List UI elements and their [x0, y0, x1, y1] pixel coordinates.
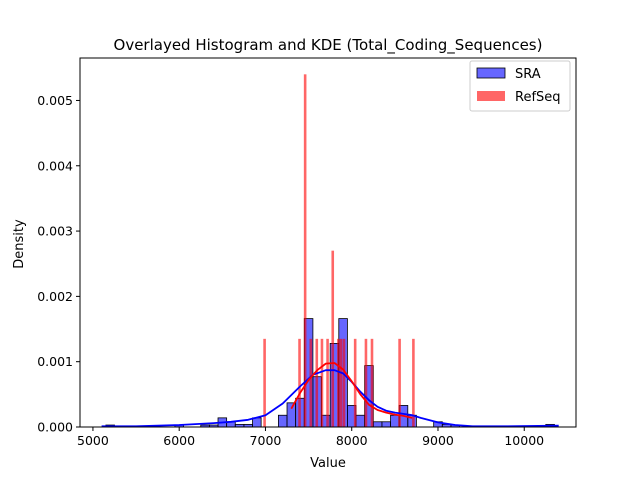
sra-histogram-bar-21: [381, 421, 391, 428]
refseq-histogram-bar-0: [263, 338, 266, 427]
refseq-histogram-bar-6: [326, 338, 329, 427]
axes: 5000 6000 7000 8000 9000 10000 0.000 0.001 0.002…: [37, 57, 577, 448]
refseq-histogram-bar-3: [309, 338, 313, 427]
sra-histogram-bar-10: [286, 402, 297, 428]
legend-label-sra: SRA: [515, 67, 541, 82]
refseq-histogram-bar-1: [298, 338, 301, 427]
y-tick-label-3: 0.003: [37, 224, 73, 239]
refseq-histogram-bar-13: [370, 338, 374, 427]
refseq-kde-curve: [290, 362, 413, 419]
y-tick-label-0: 0.000: [37, 420, 73, 435]
refseq-histogram-bar-15: [412, 338, 415, 427]
refseq-histogram-bar-12: [364, 338, 368, 427]
refseq-histogram-bar-14: [398, 338, 401, 427]
sra-histogram-bar-20: [372, 421, 383, 428]
x-tick-label-0: 5000: [77, 433, 109, 448]
refseq-histogram-bar-11: [353, 338, 357, 427]
legend-swatch-sra: [476, 67, 506, 79]
refseq-histogram-bar-10: [342, 338, 346, 427]
x-tick-label-3: 8000: [336, 433, 368, 448]
refseq-histogram-bar-5: [320, 338, 324, 427]
x-tick-label-1: 6000: [163, 433, 195, 448]
sra-histogram-bar-18: [355, 414, 366, 428]
y-tick-label-4: 0.004: [37, 158, 73, 173]
legend: SRA RefSeq: [469, 60, 571, 112]
sra-histogram-bar-9: [277, 414, 288, 428]
y-tick-label-1: 0.001: [37, 354, 73, 369]
refseq-histogram-bar-4: [315, 338, 319, 427]
refseq-histogram-bar-9: [339, 338, 343, 427]
refseq-histogram-bar-2: [303, 74, 307, 428]
axes-frame: [79, 57, 577, 428]
legend-label-refseq: RefSeq: [515, 90, 561, 105]
chart-title: Overlayed Histogram and KDE (Total_Codin…: [114, 36, 543, 55]
x-tick-label-2: 7000: [250, 433, 282, 448]
x-tick-label-5: 10000: [504, 433, 544, 448]
refseq-histogram-bar-8: [337, 338, 340, 427]
x-tick-label-4: 9000: [422, 433, 454, 448]
legend-swatch-refseq: [477, 91, 505, 101]
y-tick-label-2: 0.002: [37, 289, 73, 304]
y-axis-label: Density: [12, 219, 27, 269]
x-axis-label: Value: [310, 456, 346, 471]
sra-histogram-bar-22: [390, 414, 400, 428]
refseq-histogram-bar-7: [331, 250, 335, 427]
y-tick-label-5: 0.005: [37, 93, 73, 108]
